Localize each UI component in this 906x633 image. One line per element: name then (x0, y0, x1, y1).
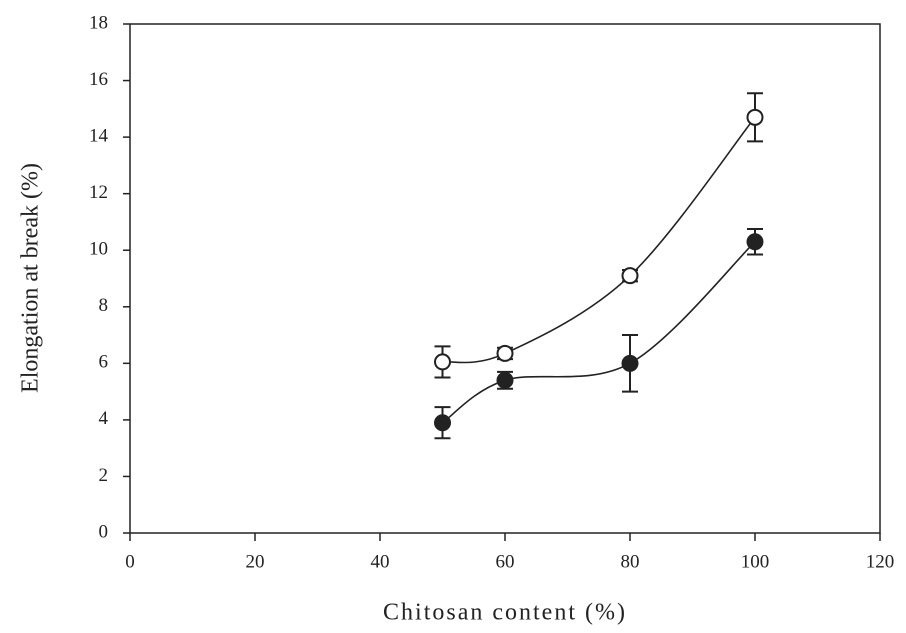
x-tick-label: 0 (125, 551, 135, 572)
y-tick-label: 6 (99, 352, 109, 373)
marker (746, 108, 764, 126)
x-tick-label: 80 (621, 551, 640, 572)
y-axis-title: Elongation at break (%) (18, 163, 44, 393)
marker (434, 353, 451, 371)
marker (496, 371, 514, 389)
x-axis-title: Chitosan content (%) (383, 600, 627, 626)
y-tick-label: 16 (89, 69, 108, 90)
y-tick-label: 0 (99, 521, 109, 542)
y-tick-label: 2 (99, 465, 109, 486)
marker (746, 233, 764, 251)
plot-frame (129, 23, 881, 534)
marker (496, 344, 514, 362)
y-tick-label: 8 (99, 295, 109, 316)
series-line (442, 241, 756, 424)
x-tick-label: 40 (371, 551, 390, 572)
y-tick-label: 14 (89, 125, 109, 146)
y-tick-label: 10 (89, 239, 108, 260)
marker (621, 354, 639, 372)
marker (621, 267, 639, 285)
y-tick-label: 18 (89, 12, 108, 33)
marker (434, 414, 451, 432)
x-tick-label: 120 (866, 551, 895, 572)
x-tick-label: 60 (496, 551, 515, 572)
y-tick-label: 12 (89, 182, 108, 203)
y-tick-label: 4 (99, 408, 109, 429)
series-line (442, 116, 756, 364)
x-tick-label: 100 (741, 551, 770, 572)
x-tick-label: 20 (246, 551, 265, 572)
